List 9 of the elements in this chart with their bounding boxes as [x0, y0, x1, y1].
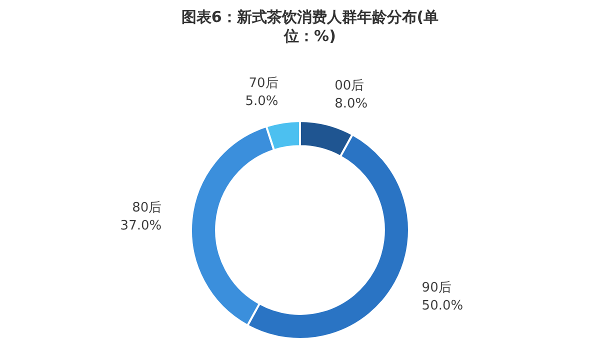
- data-label: 8.0%: [334, 96, 368, 112]
- slice-label: 80后: [132, 200, 162, 216]
- chart-title: 图表6：新式茶饮消费人群年龄分布(单位：%): [180, 8, 440, 46]
- slice-label: 00后: [334, 78, 364, 94]
- data-label: 37.0%: [120, 218, 162, 234]
- data-label: 50.0%: [422, 298, 464, 314]
- data-label: 5.0%: [245, 94, 278, 110]
- slice-label: 90后: [422, 280, 452, 296]
- slice-label: 70后: [248, 76, 278, 92]
